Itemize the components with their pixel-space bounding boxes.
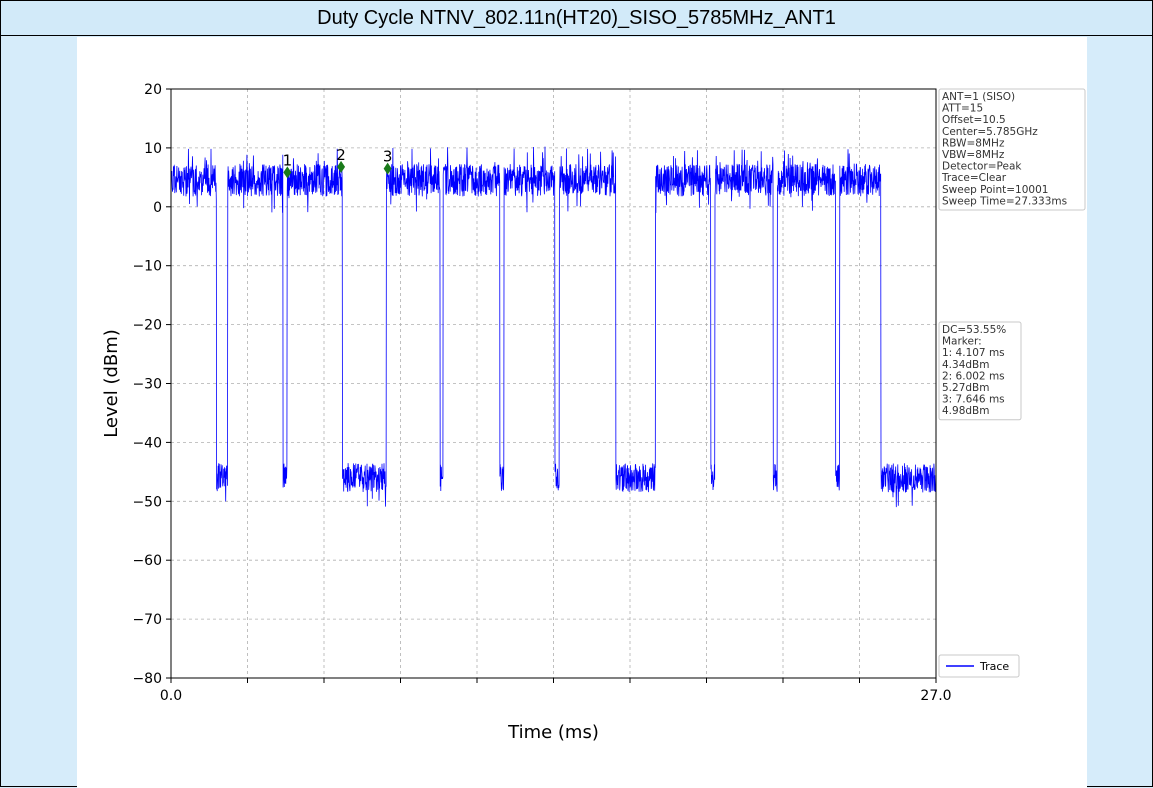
settings-line: RBW=8MHz [942, 137, 1005, 149]
settings-line: ATT=15 [942, 103, 983, 115]
y-axis-label: Level (dBm) [101, 329, 122, 438]
legend-box [938, 654, 1020, 678]
y-tick-label: −30 [132, 377, 162, 393]
results-line: 2: 6.002 ms [942, 370, 1005, 382]
marker-diamond [283, 166, 292, 179]
results-line: 1: 4.107 ms [942, 347, 1005, 359]
settings-box [938, 88, 1086, 211]
y-tick-label: −60 [132, 553, 162, 569]
y-tick-label: 10 [144, 141, 162, 157]
y-tick-label: −70 [132, 612, 162, 628]
marker-label: 3 [383, 148, 393, 166]
x-tick-label: 0.0 [160, 688, 182, 704]
results-line: 5.27dBm [942, 382, 989, 394]
x-axis-label: Time (ms) [507, 722, 599, 743]
y-tick-label: 0 [153, 200, 162, 216]
settings-line: ANT=1 (SISO) [942, 91, 1015, 103]
x-tick-label: 27.0 [920, 688, 951, 704]
y-tick-label: −20 [132, 318, 162, 334]
legend-label: Trace [979, 660, 1009, 673]
duty-cycle-chart: 1 2 3 20 10 0 −10 −20 −30 −40 −50 −60 −70 −800.0 27.0 T… [101, 82, 1086, 743]
settings-line: Detector=Peak [942, 161, 1022, 173]
settings-line: Trace=Clear [941, 172, 1007, 184]
marker-label: 1 [283, 151, 293, 169]
settings-line: Sweep Time=27.333ms [942, 195, 1067, 207]
results-line: 4.34dBm [942, 359, 989, 371]
settings-line: Sweep Point=10001 [942, 184, 1048, 196]
y-tick-label: −80 [132, 671, 162, 687]
results-line: 4.98dBm [942, 405, 989, 417]
settings-line: Center=5.785GHz [942, 126, 1038, 138]
results-line: 3: 7.646 ms [942, 394, 1005, 406]
y-tick-label: 20 [144, 82, 162, 98]
trace-line [170, 146, 937, 508]
results-line: Marker: [942, 336, 982, 348]
y-tick-label: −40 [132, 435, 162, 451]
results-line: DC=53.55% [942, 324, 1006, 336]
window-title: Duty Cycle NTNV_802.11n(HT20)_SISO_5785M… [1, 1, 1152, 36]
y-tick-label: −50 [132, 494, 162, 510]
results-box [938, 321, 1022, 421]
settings-line: VBW=8MHz [942, 149, 1005, 161]
marker-diamond [337, 160, 346, 173]
plot-panel: 1 2 3 20 10 0 −10 −20 −30 −40 −50 −60 −70 −80 0.0 27.0 T… [77, 37, 1087, 788]
marker-diamond [383, 162, 392, 175]
marker-label: 2 [336, 146, 346, 164]
y-tick-label: −10 [132, 259, 162, 275]
settings-line: Offset=10.5 [942, 114, 1006, 126]
